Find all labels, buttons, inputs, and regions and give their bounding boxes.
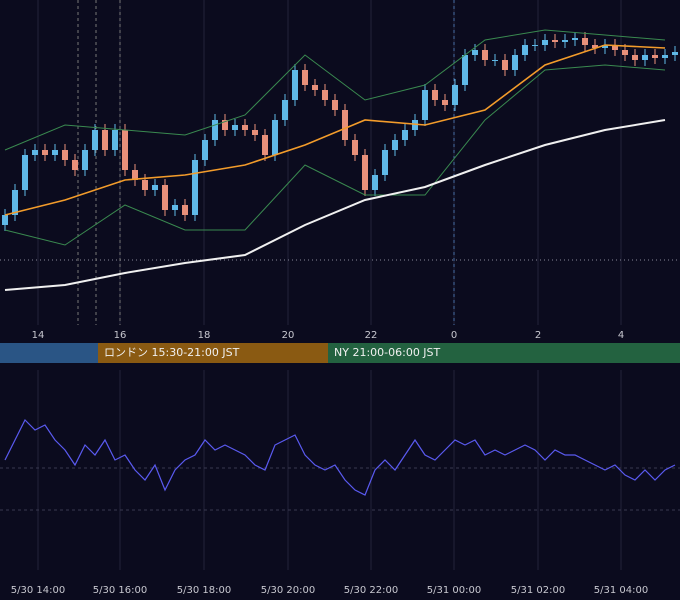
candle-body: [392, 140, 398, 150]
candle-body: [32, 150, 38, 155]
candle-body: [362, 155, 368, 190]
candle-body: [472, 50, 478, 55]
candle-body: [422, 90, 428, 120]
candle-body: [202, 140, 208, 160]
candle-body: [132, 170, 138, 180]
candle-body: [102, 130, 108, 150]
candle-body: [312, 85, 318, 90]
candle-body: [272, 120, 278, 155]
candle-body: [482, 50, 488, 60]
x-tick-label: 5/31 02:00: [511, 585, 565, 596]
x-tick-label: 18: [198, 330, 211, 341]
indicator-line: [4, 64, 666, 246]
candle-body: [12, 190, 18, 215]
session-bar: [328, 343, 680, 363]
x-tick-label: 2: [535, 330, 541, 341]
candle-body: [492, 60, 498, 61]
x-tick-label: 5/30 22:00: [344, 585, 398, 596]
candle-body: [642, 55, 648, 60]
candle-body: [572, 38, 578, 40]
candle-body: [582, 38, 588, 45]
indicator-line: [4, 119, 666, 291]
candle-body: [612, 45, 618, 50]
x-tick-label: 5/31 00:00: [427, 585, 481, 596]
candle-body: [92, 130, 98, 150]
candle-body: [522, 45, 528, 55]
session-bar: [0, 343, 98, 363]
candle-body: [42, 150, 48, 155]
candle-body: [552, 40, 558, 42]
candle-body: [222, 120, 228, 130]
candle-body: [152, 185, 158, 190]
x-tick-label: 5/30 16:00: [93, 585, 147, 596]
candle-body: [52, 150, 58, 155]
candle-body: [182, 205, 188, 215]
x-tick-label: 4: [618, 330, 624, 341]
candle-body: [212, 120, 218, 140]
candle-body: [262, 135, 268, 155]
candle-body: [82, 150, 88, 170]
candle-body: [322, 90, 328, 100]
candle-body: [282, 100, 288, 120]
candle-body: [442, 100, 448, 105]
candle-body: [602, 45, 608, 48]
candle-body: [352, 140, 358, 155]
candle-body: [632, 55, 638, 60]
candle-body: [382, 150, 388, 175]
candle-body: [502, 60, 508, 70]
x-tick-label: 14: [32, 330, 45, 341]
candle-body: [62, 150, 68, 160]
x-tick-label: 5/30 20:00: [261, 585, 315, 596]
indicator-line: [4, 44, 666, 216]
candle-body: [22, 155, 28, 190]
candle-body: [592, 45, 598, 48]
candle-body: [242, 125, 248, 130]
x-tick-label: 22: [365, 330, 378, 341]
candle-body: [142, 180, 148, 190]
candle-body: [2, 215, 8, 225]
candle-body: [432, 90, 438, 100]
candle-body: [402, 130, 408, 140]
candle-body: [542, 40, 548, 45]
x-tick-label: 16: [114, 330, 127, 341]
candle-body: [172, 205, 178, 210]
candle-body: [292, 70, 298, 100]
x-tick-label: 5/31 04:00: [594, 585, 648, 596]
candle-body: [372, 175, 378, 190]
x-tick-label: 5/30 14:00: [11, 585, 65, 596]
candle-body: [412, 120, 418, 130]
candle-body: [532, 45, 538, 46]
candle-body: [662, 55, 668, 58]
candle-body: [462, 55, 468, 85]
candle-body: [562, 40, 568, 42]
oscillator-line: [4, 418, 676, 496]
x-tick-label: 5/30 18:00: [177, 585, 231, 596]
indicator-line: [4, 29, 666, 151]
x-tick-label: 20: [282, 330, 295, 341]
candle-body: [302, 70, 308, 85]
candle-body: [72, 160, 78, 170]
candle-body: [232, 125, 238, 130]
x-tick-label: 0: [451, 330, 457, 341]
candle-body: [342, 110, 348, 140]
session-label: NY 21:00-06:00 JST: [334, 346, 441, 359]
session-label: ロンドン 15:30-21:00 JST: [104, 346, 240, 359]
candle-body: [332, 100, 338, 110]
candle-body: [112, 130, 118, 150]
candle-body: [652, 55, 658, 58]
candle-body: [192, 160, 198, 215]
session-bar: [98, 343, 328, 363]
candle-body: [162, 185, 168, 210]
candle-body: [252, 130, 258, 135]
candle-body: [672, 52, 678, 55]
candle-body: [622, 50, 628, 55]
candle-body: [452, 85, 458, 105]
candle-body: [122, 130, 128, 170]
candle-body: [512, 55, 518, 70]
